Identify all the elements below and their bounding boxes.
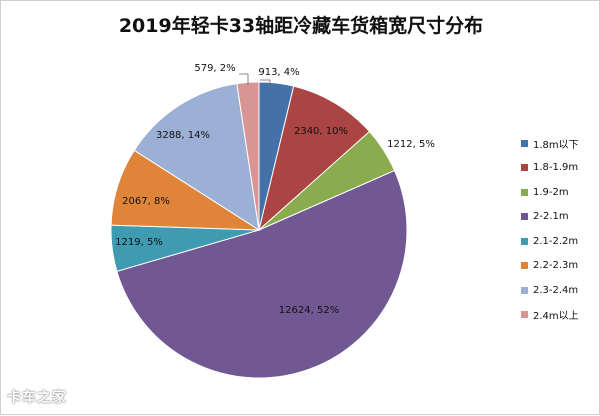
data-label: 2340, 10% (294, 126, 348, 137)
chart-title: 2019年轻卡33轴距冷藏车货箱宽尺寸分布 (118, 15, 484, 37)
data-label: 2067, 8% (122, 196, 170, 207)
leader-line (239, 73, 249, 85)
legend-label: 1.8-1.9m (533, 162, 579, 174)
legend-label: 1.8m以下 (533, 139, 579, 151)
legend-swatch (521, 164, 528, 172)
pie-slice (133, 83, 260, 232)
leader-line (260, 79, 271, 86)
data-label: 1219, 5% (115, 237, 163, 248)
legend-item: 2.1-2.2m (521, 229, 579, 254)
data-label: 3288, 14% (156, 130, 210, 141)
legend-swatch (521, 286, 528, 294)
legend-swatch (521, 213, 528, 221)
data-label: 579, 2% (194, 63, 235, 74)
legend-label: 2.2-2.3m (533, 260, 579, 272)
legend-item: 2.3-2.4m (521, 278, 579, 303)
legend-item: 1.8-1.9m (521, 156, 579, 181)
data-label: 1212, 5% (387, 139, 435, 150)
legend-item: 2.4m以上 (521, 303, 579, 328)
legend-swatch (521, 139, 528, 147)
pie-slice (116, 169, 408, 379)
legend-label: 2.4m以上 (533, 311, 579, 323)
legend-item: 1.8m以下 (521, 131, 579, 156)
legend-swatch (521, 311, 528, 319)
legend-swatch (521, 188, 528, 196)
legend-label: 2.3-2.4m (533, 284, 579, 296)
pie-slice (258, 85, 371, 232)
legend-label: 2-2.1m (533, 211, 569, 223)
legend-item: 2-2.1m (521, 205, 579, 230)
data-label: 913, 4% (258, 67, 299, 78)
legend-label: 2.1-2.2m (533, 235, 579, 247)
data-label: 12624, 52% (279, 305, 339, 316)
legend-item: 1.9-2m (521, 180, 579, 205)
legend-swatch (521, 262, 528, 270)
watermark-logo: 卡车之家 (7, 390, 67, 406)
legend: 1.8m以下 1.8-1.9m 1.9-2m 2-2.1m 2.1-2.2m 2.2-2.… (521, 131, 579, 327)
legend-label: 1.9-2m (533, 186, 569, 198)
legend-item: 2.2-2.3m (521, 254, 579, 279)
legend-swatch (521, 237, 528, 245)
